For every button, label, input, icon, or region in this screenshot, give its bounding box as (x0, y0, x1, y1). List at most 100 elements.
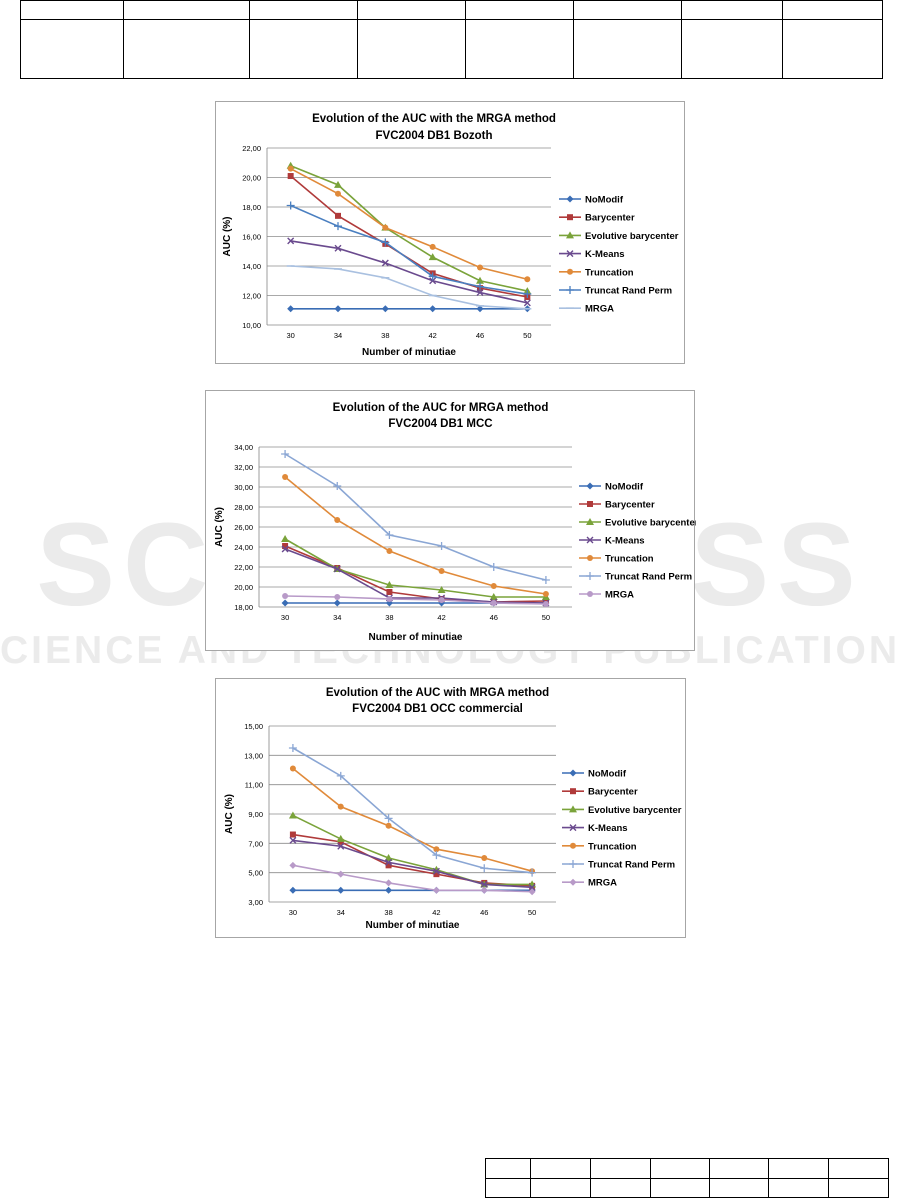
series-line (290, 167, 528, 281)
series-nomodif (287, 305, 531, 313)
legend-item: Truncation (562, 841, 637, 852)
legend-item: MRGA (559, 304, 614, 315)
data-point (289, 831, 296, 838)
data-point (432, 851, 441, 860)
series-mrga (282, 593, 549, 607)
data-point (335, 190, 341, 197)
y-tick-label: 13,00 (244, 751, 263, 760)
x-tick-label: 38 (384, 908, 392, 917)
data-point (385, 531, 394, 539)
series-line (284, 538, 546, 598)
data-point (282, 593, 289, 599)
data-point (289, 861, 297, 869)
x-tick-label: 34 (334, 331, 342, 340)
table-cell (650, 1177, 710, 1198)
data-point (382, 224, 389, 231)
legend-marker (586, 572, 594, 580)
series-line (292, 864, 533, 893)
y-tick-label: 32,00 (234, 463, 253, 472)
legend-label: Truncat Rand Perm (588, 860, 675, 871)
data-point (385, 858, 393, 866)
table-cell (465, 19, 574, 79)
legend-marker (569, 878, 577, 886)
legend-label: Evolutive barycenter (588, 805, 682, 816)
y-tick-label: 30,00 (234, 483, 253, 492)
data-point (334, 244, 342, 252)
series-line (290, 265, 528, 310)
legend-label: Truncat Rand Perm (605, 572, 692, 583)
table-cell (573, 19, 682, 79)
table-cell (357, 19, 466, 79)
y-tick-label: 22,00 (234, 563, 253, 572)
legend-label: K-Means (605, 536, 645, 547)
data-point (288, 744, 297, 752)
x-axis-label: Number of minutiae (369, 632, 463, 643)
legend-label: NoModif (588, 769, 627, 780)
series-line (290, 164, 528, 292)
data-point (524, 276, 531, 283)
legend-label: Truncation (605, 554, 654, 565)
series-truncation (289, 765, 536, 875)
y-tick-label: 20,00 (234, 583, 253, 592)
data-point (335, 212, 341, 219)
series-line (284, 476, 547, 595)
data-point (528, 883, 536, 891)
series-mrga (286, 265, 532, 310)
legend-label: MRGA (605, 590, 634, 601)
data-point (429, 305, 437, 313)
data-point (289, 836, 297, 844)
data-point (334, 517, 341, 523)
data-point (433, 846, 440, 853)
table-cell (123, 0, 250, 20)
y-tick-label: 16,00 (242, 233, 261, 242)
legend-item: K-Means (579, 536, 645, 547)
data-point (337, 870, 345, 878)
x-tick-label: 30 (289, 908, 297, 917)
y-axis-label: AUC (%) (222, 217, 233, 257)
table-cell (249, 0, 358, 20)
x-tick-label: 42 (428, 331, 436, 340)
y-tick-label: 5,00 (248, 869, 263, 878)
data-point (432, 886, 440, 894)
series-truncat-rand-perm (286, 201, 532, 299)
data-point (476, 305, 484, 313)
series-line (292, 814, 533, 886)
x-tick-label: 46 (476, 331, 484, 340)
y-tick-label: 11,00 (245, 781, 263, 790)
data-point (429, 277, 437, 285)
data-point (333, 482, 342, 490)
data-point (281, 545, 289, 553)
data-point (281, 535, 290, 542)
y-tick-label: 20,00 (242, 174, 261, 183)
series-evolutive-barycenter (286, 161, 532, 295)
legend-item: Evolutive barycenter (562, 805, 682, 816)
series-barycenter (282, 543, 549, 605)
legend-label: Evolutive barycenter (605, 518, 696, 529)
legend-item: Truncat Rand Perm (559, 286, 672, 297)
legend-label: MRGA (585, 304, 614, 315)
x-tick-label: 30 (281, 613, 289, 622)
chart-title: Evolution of the AUC with MRGA method (326, 687, 549, 699)
data-point (289, 886, 297, 894)
series-line (292, 767, 533, 872)
data-point (287, 173, 294, 180)
data-point (480, 880, 488, 888)
table-cell (485, 1158, 531, 1179)
data-point (282, 474, 289, 480)
chart-subtitle: FVC2004 DB1 OCC commercial (352, 703, 523, 715)
y-tick-label: 3,00 (248, 898, 263, 907)
data-point (287, 237, 295, 245)
series-line (284, 545, 546, 603)
data-point (480, 864, 489, 873)
data-point (523, 290, 532, 299)
legend-label: K-Means (588, 823, 628, 834)
series-evolutive-barycenter (281, 535, 550, 600)
table-cell (681, 0, 783, 20)
series-line (284, 453, 547, 581)
legend-marker (570, 788, 576, 795)
series-truncat-rand-perm (281, 450, 550, 584)
data-point (288, 811, 297, 819)
data-point (428, 272, 437, 281)
chart-subtitle: FVC2004 DB1 Bozoth (376, 130, 493, 142)
data-point (281, 450, 290, 458)
